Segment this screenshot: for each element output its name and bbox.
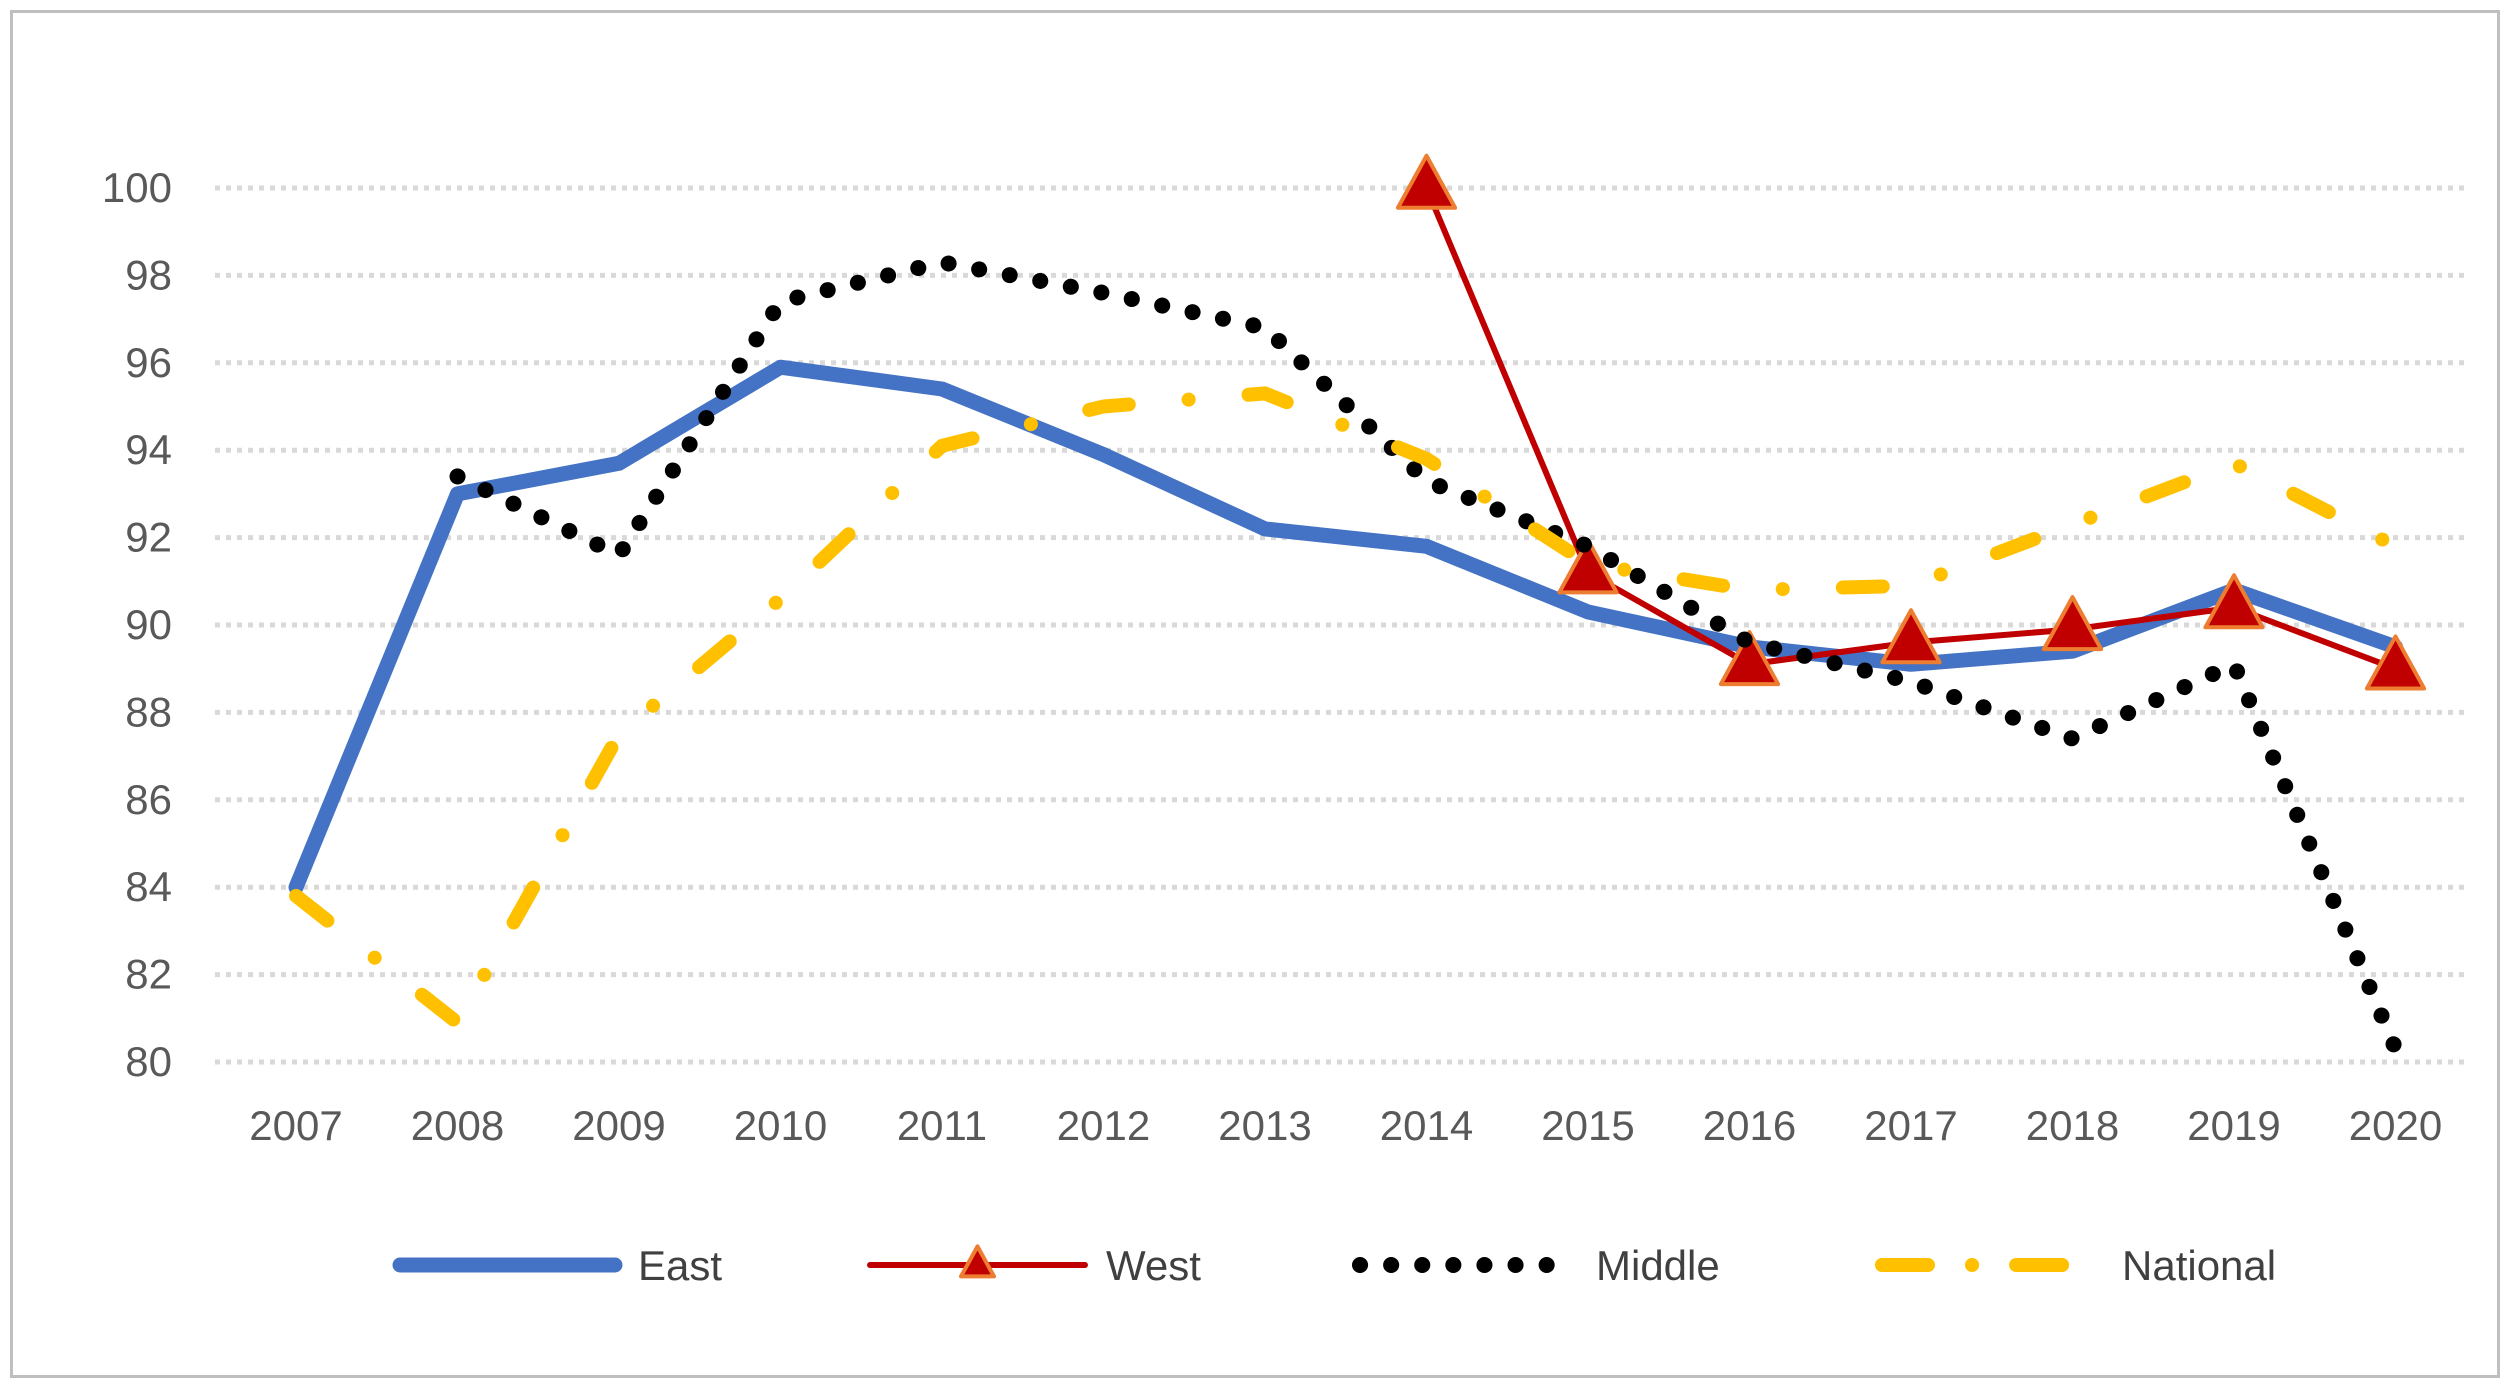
y-tick-label: 98 (125, 251, 172, 298)
x-tick-label: 2020 (2349, 1102, 2442, 1149)
data-point-west (1557, 538, 1619, 595)
data-point-west (1880, 608, 1942, 665)
axis-layer: 80 82 84 86 88 90 92 94 96 98 100 2007 2008 2009 2010 2… (102, 164, 2442, 1149)
x-tick-label: 2008 (411, 1102, 504, 1149)
x-tick-label: 2013 (1218, 1102, 1311, 1149)
data-point-west (2203, 573, 2265, 630)
legend-label: East (638, 1242, 722, 1289)
legend-label: Middle (1596, 1242, 1720, 1289)
x-tick-label: 2012 (1057, 1102, 1150, 1149)
legend-marker-west (959, 1244, 996, 1279)
y-tick-label: 100 (102, 164, 172, 211)
x-tick-label: 2015 (1541, 1102, 1634, 1149)
legend: East West Middle National (392, 1242, 2276, 1289)
series-west (1395, 153, 2427, 691)
series-middle (449, 254, 2404, 1057)
y-tick-label: 82 (125, 951, 172, 998)
legend-label: West (1106, 1242, 1201, 1289)
x-tick-label: 2017 (1864, 1102, 1957, 1149)
y-tick-label: 90 (125, 601, 172, 648)
x-tick-label: 2009 (572, 1102, 665, 1149)
x-tick-label: 2011 (897, 1102, 987, 1149)
legend-label: National (2122, 1242, 2276, 1289)
y-tick-label: 94 (125, 426, 172, 473)
data-point-west (1718, 630, 1781, 687)
series-layer (288, 153, 2427, 1057)
x-tick-label: 2010 (734, 1102, 827, 1149)
y-tick-label: 88 (125, 688, 172, 735)
x-tick-label: 2014 (1380, 1102, 1473, 1149)
series-national (289, 386, 2403, 1030)
legend-item-east: East (392, 1242, 722, 1289)
chart-frame (10, 10, 2500, 1378)
x-tick-label: 2018 (2026, 1102, 2119, 1149)
y-tick-label: 92 (125, 514, 172, 561)
series-line-east (288, 359, 2403, 895)
data-point-west (2041, 595, 2104, 652)
x-tick-label: 2019 (2187, 1102, 2280, 1149)
y-tick-label: 84 (125, 863, 172, 910)
x-tick-label: 2007 (249, 1102, 342, 1149)
legend-item-middle: Middle (1352, 1242, 1720, 1289)
data-point-west (1395, 153, 1458, 210)
series-east (288, 359, 2403, 895)
y-tick-label: 86 (125, 776, 172, 823)
legend-item-west: West (867, 1242, 1201, 1289)
series-line-middle (449, 254, 2404, 1057)
data-point-west (2364, 634, 2427, 691)
y-tick-label: 96 (125, 339, 172, 386)
y-tick-label: 80 (125, 1038, 172, 1085)
legend-item-national: National (1875, 1242, 2276, 1289)
series-line-national (289, 386, 2403, 1030)
x-tick-label: 2016 (1703, 1102, 1796, 1149)
